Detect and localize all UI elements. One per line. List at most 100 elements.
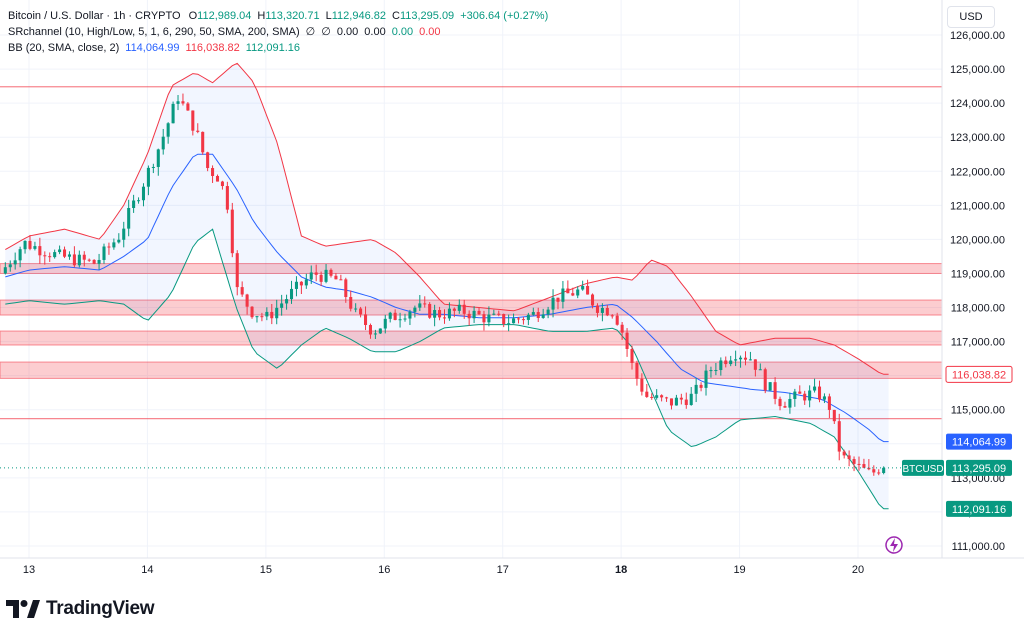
- candle-body: [482, 314, 486, 323]
- candle-body: [62, 249, 67, 257]
- candle-body: [151, 166, 155, 168]
- candle-body: [72, 254, 76, 266]
- candle-body: [724, 360, 728, 365]
- price-tick-label: 119,000.00: [951, 268, 1005, 280]
- candle-body: [112, 242, 116, 248]
- candle-body: [3, 267, 7, 274]
- candle-body: [53, 252, 57, 258]
- candle-body: [788, 398, 792, 408]
- chart-area[interactable]: 111,000.00112,000.00113,000.00114,000.00…: [0, 0, 1024, 590]
- candle-body: [28, 240, 32, 249]
- candle-body: [319, 274, 323, 282]
- candle-body: [817, 386, 822, 400]
- candle-body: [58, 249, 62, 253]
- price-tick-label: 118,000.00: [951, 303, 1005, 315]
- candle-body: [808, 390, 812, 401]
- candle-body: [225, 186, 229, 210]
- candle-body: [813, 386, 817, 391]
- candle-body: [590, 294, 595, 306]
- candle-body: [240, 287, 244, 295]
- candles: [3, 93, 886, 476]
- candle-body: [640, 378, 644, 392]
- candle-body: [822, 396, 826, 400]
- candle-body: [502, 314, 506, 324]
- high-label: H: [257, 10, 266, 22]
- price-tick-label: 115,000.00: [951, 405, 1005, 417]
- bolt-icon[interactable]: [884, 535, 904, 555]
- candle-body: [447, 308, 451, 319]
- sr-row[interactable]: SRchannel (10, High/Low, 5, 1, 6, 290, 5…: [8, 24, 548, 40]
- candle-body: [842, 451, 846, 456]
- time-axis: 13 14 15 16 17 18 19 20: [0, 557, 1024, 576]
- bb-fill: [5, 63, 889, 509]
- bollinger-bands: [5, 62, 889, 510]
- sr-value-1: 0.00: [336, 26, 359, 38]
- candle-body: [43, 255, 47, 257]
- candle-body: [383, 318, 387, 329]
- sr-value-4: 0.00: [419, 26, 441, 38]
- symbol-title[interactable]: Bitcoin / U.S. Dollar · 1h · CRYPTO: [8, 10, 181, 22]
- candle-body: [8, 264, 12, 268]
- candle-body: [778, 398, 782, 407]
- sr-phi-1: ∅: [305, 26, 316, 38]
- candle-body: [354, 308, 358, 310]
- price-axis-bg: [942, 0, 1024, 590]
- candle-body: [77, 254, 81, 266]
- sr-indicator-label[interactable]: SRchannel (10, High/Low, 5, 1, 6, 290, 5…: [8, 26, 300, 38]
- candle-body: [576, 289, 580, 296]
- bb-basis-line: [5, 153, 889, 443]
- candle-body: [438, 310, 442, 318]
- candle-body: [270, 311, 274, 319]
- candle-body: [285, 299, 289, 304]
- candle-body: [314, 272, 318, 275]
- time-tick-label: 18: [615, 564, 627, 576]
- currency-button[interactable]: USD: [947, 6, 995, 28]
- candle-body: [798, 391, 802, 394]
- candle-body: [827, 396, 831, 410]
- candle-body: [507, 323, 511, 325]
- tradingview-logo-icon: [6, 600, 40, 618]
- footer: TradingView: [0, 590, 1024, 634]
- candle-body: [734, 359, 738, 361]
- price-chart[interactable]: 111,000.00112,000.00113,000.00114,000.00…: [0, 0, 1024, 590]
- time-tick-label: 13: [23, 564, 35, 576]
- candle-body: [882, 467, 886, 473]
- candle-body: [388, 312, 392, 319]
- candle-body: [655, 395, 659, 398]
- candle-body: [467, 313, 471, 319]
- low-value: 112,946.82: [331, 10, 386, 22]
- candle-body: [581, 285, 585, 290]
- price-tick-label: 122,000.00: [950, 166, 1005, 178]
- candle-body: [729, 360, 733, 365]
- bb-upper-value: 116,038.82: [185, 42, 240, 54]
- candle-body: [87, 259, 91, 261]
- candle-body: [176, 101, 180, 104]
- candle-body: [684, 399, 688, 406]
- candle-body: [289, 288, 294, 300]
- candle-body: [462, 304, 466, 314]
- open-label: O: [188, 10, 198, 22]
- candle-body: [433, 310, 437, 318]
- candle-body: [141, 186, 146, 201]
- price-label-text: 112,091.16: [952, 504, 1006, 516]
- tradingview-logo[interactable]: TradingView: [6, 598, 155, 620]
- symbol-tag-box[interactable]: [902, 459, 944, 476]
- candle-body: [793, 391, 797, 399]
- bb-indicator-label[interactable]: BB (20, SMA, close, 2): [8, 42, 120, 54]
- candle-body: [442, 317, 447, 319]
- candle-body: [699, 384, 703, 388]
- price-tick-label: 124,000.00: [950, 98, 1005, 110]
- candle-body: [280, 303, 284, 308]
- price-label-box: [946, 433, 1012, 450]
- candle-body: [877, 472, 881, 474]
- bb-row[interactable]: BB (20, SMA, close, 2) 114,064.99 116,03…: [8, 40, 548, 56]
- candle-body: [403, 318, 407, 320]
- candle-body: [191, 110, 195, 131]
- change-value: +306.64 (+0.27%): [460, 10, 549, 22]
- candle-body: [669, 398, 674, 406]
- symbol-row[interactable]: Bitcoin / U.S. Dollar · 1h · CRYPTO O 112…: [8, 8, 548, 24]
- candle-body: [492, 313, 496, 315]
- candle-body: [571, 293, 575, 296]
- candle-body: [359, 308, 363, 315]
- candle-body: [413, 307, 417, 312]
